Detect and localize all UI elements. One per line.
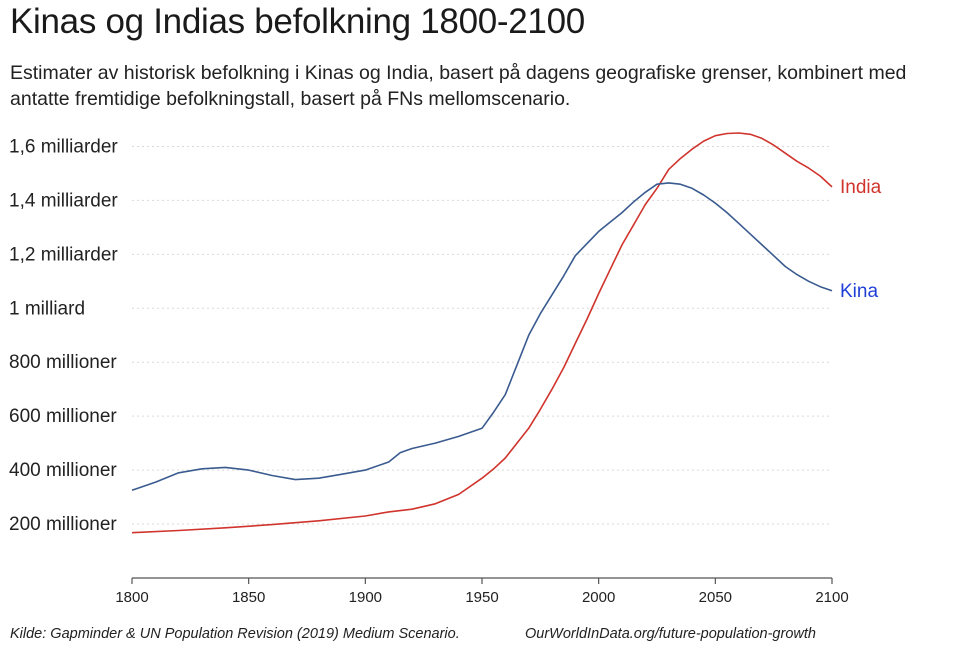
y-axis-labels: 200 millioner 400 millioner 600 millioner 8…: [9, 136, 118, 535]
x-axis: 1800 1850 1900 1950 2000 2050 2100: [115, 577, 849, 606]
y-tick-label: 1,4 milliarder: [9, 190, 118, 211]
series-line-kina: [131, 182, 833, 492]
chart-subtitle: Estimater av historisk befolkning i Kina…: [10, 62, 907, 110]
x-tick-label: 1900: [349, 589, 382, 606]
y-tick-label: 400 millioner: [9, 460, 117, 481]
x-tick-label: 1800: [115, 589, 148, 606]
chart-title: Kinas og Indias befolkning 1800-2100: [10, 2, 585, 41]
series-lines: [131, 132, 833, 534]
x-tick-label: 2050: [699, 589, 732, 606]
y-tick-label: 1,2 milliarder: [9, 244, 118, 265]
y-tick-label: 800 millioner: [9, 352, 117, 373]
x-tick-label: 2100: [815, 589, 848, 606]
y-tick-label: 200 millioner: [9, 514, 117, 535]
series-label-kina: Kina: [840, 281, 878, 302]
series-label-india: India: [840, 177, 882, 198]
y-tick-label: 1,6 milliarder: [9, 136, 118, 157]
y-tick-label: 1 milliard: [9, 298, 85, 319]
x-tick-label: 2000: [582, 589, 615, 606]
series-line-india: [131, 132, 833, 534]
x-tick-label: 1850: [232, 589, 265, 606]
source-note: Kilde: Gapminder & UN Population Revisio…: [10, 626, 460, 642]
y-tick-label: 600 millioner: [9, 406, 117, 427]
series-labels: India Kina: [840, 177, 882, 302]
source-url[interactable]: OurWorldInData.org/future-population-gro…: [525, 626, 816, 642]
x-tick-label: 1950: [465, 589, 498, 606]
gridlines: [132, 145, 832, 525]
